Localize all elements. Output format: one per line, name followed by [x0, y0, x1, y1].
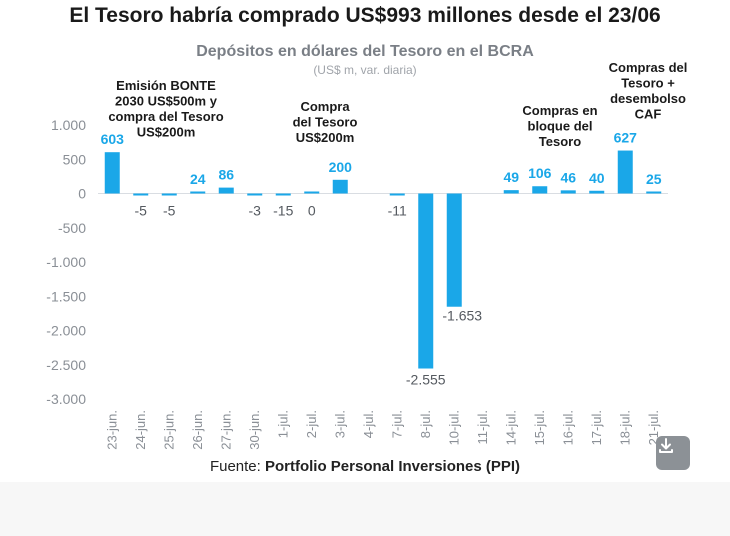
x-tick-label: 30-jun. — [247, 410, 262, 450]
bar — [304, 191, 320, 194]
x-tick-label: 27-jun. — [218, 410, 233, 450]
annotation-text: US$200m — [296, 130, 355, 145]
x-tick-label: 11-jul. — [475, 410, 490, 444]
annotation-text: bloque del — [528, 119, 593, 134]
chart-title: Depósitos en dólares del Tesoro en el BC… — [196, 43, 534, 60]
x-tick-label: 2-jul. — [304, 410, 319, 438]
value-label: -5 — [135, 203, 148, 219]
bar — [617, 150, 633, 194]
annotation-text: 2030 US$500m y — [115, 94, 218, 109]
x-tick-label: 3-jul. — [332, 410, 347, 438]
x-tick-label: 24-jun. — [133, 410, 148, 450]
bar — [332, 179, 348, 194]
value-label: -11 — [388, 203, 407, 219]
bar — [560, 190, 576, 194]
bar — [646, 191, 662, 194]
value-label: -3 — [249, 203, 262, 219]
page-footer-area — [0, 482, 730, 536]
value-label: 603 — [101, 131, 125, 147]
bar — [589, 190, 605, 194]
x-tick-label: 18-jul. — [617, 410, 632, 445]
value-label: -15 — [273, 203, 293, 219]
bar — [275, 193, 291, 196]
y-tick-label: -1.000 — [46, 254, 86, 270]
annotation-text: US$200m — [137, 125, 196, 140]
value-label: 46 — [560, 169, 576, 185]
headline: El Tesoro habría comprado US$993 millone… — [69, 4, 661, 27]
annotation-text: Compra — [300, 99, 350, 114]
bar — [133, 193, 149, 196]
value-label: 49 — [503, 169, 519, 185]
annotation-text: compra del Tesoro — [108, 109, 223, 124]
value-label: 24 — [190, 171, 206, 187]
y-tick-label: -2.000 — [46, 323, 86, 339]
value-label: 627 — [614, 130, 638, 146]
value-label: -5 — [163, 203, 176, 219]
y-tick-label: 500 — [63, 151, 87, 167]
y-tick-label: -1.500 — [46, 288, 86, 304]
y-tick-label: 1.000 — [51, 117, 86, 133]
bar — [104, 152, 120, 194]
value-label: 106 — [528, 165, 552, 181]
x-tick-label: 4-jul. — [361, 410, 376, 438]
bar — [532, 186, 548, 194]
x-tick-label: 15-jul. — [532, 410, 547, 445]
x-tick-label: 8-jul. — [418, 410, 433, 438]
value-label: -1.653 — [442, 308, 482, 324]
download-icon — [659, 438, 673, 453]
value-label: 25 — [646, 171, 662, 187]
x-tick-label: 23-jun. — [104, 410, 119, 450]
source-prefix: Fuente: — [209, 458, 265, 475]
annotation-text: CAF — [635, 107, 662, 122]
x-tick-label: 14-jul. — [503, 410, 518, 445]
value-label: 40 — [589, 170, 605, 186]
value-label: 86 — [218, 167, 234, 183]
bar — [247, 193, 263, 196]
chart-subtitle: (US$ m, var. diaria) — [313, 63, 417, 77]
bar — [190, 191, 206, 194]
x-tick-label: 26-jun. — [190, 410, 205, 450]
annotation-text: Compras del — [609, 60, 688, 75]
download-button[interactable] — [656, 436, 690, 470]
annotation-text: Tesoro + — [621, 76, 675, 91]
annotation-text: Emisión BONTE — [116, 78, 216, 93]
bar — [218, 187, 234, 194]
annotation-text: del Tesoro — [293, 115, 358, 130]
source-name: Portfolio Personal Inversiones (PPI) — [264, 458, 521, 475]
chart-card — [48, 0, 696, 482]
bar — [161, 193, 177, 196]
value-label: 200 — [329, 159, 353, 175]
source-line: Fuente: Portfolio Personal Inversiones (… — [0, 458, 730, 475]
x-tick-label: 7-jul. — [389, 410, 404, 438]
y-tick-label: -2.500 — [46, 357, 86, 373]
bar — [389, 193, 405, 196]
bar-chart: 1.000 500 0 -500 -1.000 -1.500 -2.000 -2.500 -3.… — [46, 60, 688, 450]
x-tick-label: 25-jun. — [161, 410, 176, 450]
x-tick-label: 1-jul. — [275, 410, 290, 438]
x-tick-label: 16-jul. — [560, 410, 575, 445]
bar — [503, 190, 519, 194]
value-label: -2.555 — [406, 372, 446, 388]
annotation-text: Compras en — [522, 103, 597, 118]
annotation-text: desembolso — [610, 91, 686, 106]
bar — [418, 193, 434, 369]
y-tick-label: 0 — [78, 186, 86, 202]
y-tick-label: -500 — [58, 220, 86, 236]
bar — [446, 193, 462, 307]
annotation-text: Tesoro — [539, 134, 581, 149]
value-label: 0 — [308, 203, 316, 219]
y-tick-label: -3.000 — [46, 391, 86, 407]
x-tick-label: 17-jul. — [589, 410, 604, 445]
x-tick-label: 10-jul. — [446, 410, 461, 445]
